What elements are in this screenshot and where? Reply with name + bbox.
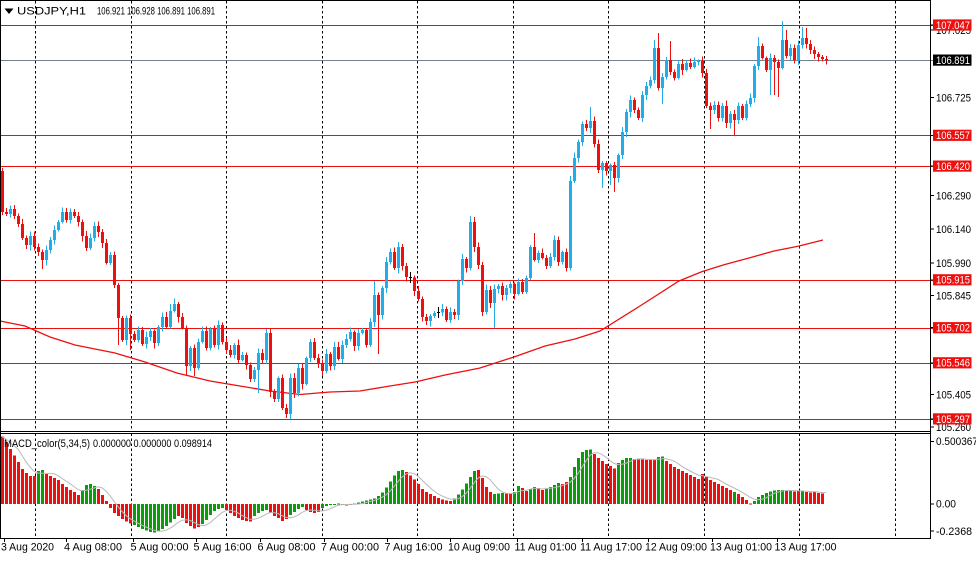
svg-text:105.702: 105.702 [936,323,970,335]
svg-text:105.990: 105.990 [936,258,971,270]
svg-text:106.140: 106.140 [936,224,971,236]
svg-text:13 Aug 17:00: 13 Aug 17:00 [775,542,837,554]
svg-text:105.546: 105.546 [936,358,970,370]
svg-text:USDJPY,H1: USDJPY,H1 [17,5,86,17]
svg-text:MACD_color(5,34,5): MACD_color(5,34,5) [4,438,90,450]
svg-text:7 Aug 00:00: 7 Aug 00:00 [321,542,379,554]
svg-text:0.500367: 0.500367 [936,436,976,448]
svg-text:0.000000 0.000000 0.098914: 0.000000 0.000000 0.098914 [93,438,212,450]
svg-text:13 Aug 01:00: 13 Aug 01:00 [710,542,772,554]
svg-text:106.891: 106.891 [936,55,970,67]
svg-text:12 Aug 09:00: 12 Aug 09:00 [645,542,707,554]
svg-text:11 Aug 17:00: 11 Aug 17:00 [580,542,642,554]
svg-text:105.845: 105.845 [936,290,971,302]
svg-text:0.00: 0.00 [936,499,956,511]
svg-text:-0.2368: -0.2368 [936,526,972,538]
svg-text:7 Aug 16:00: 7 Aug 16:00 [385,542,443,554]
svg-text:5 Aug 00:00: 5 Aug 00:00 [131,542,189,554]
svg-text:105.915: 105.915 [936,275,970,287]
svg-text:4 Aug 08:00: 4 Aug 08:00 [64,542,122,554]
svg-text:106.557: 106.557 [936,130,970,142]
svg-text:3 Aug 2020: 3 Aug 2020 [1,542,54,554]
svg-text:106.290: 106.290 [936,190,971,202]
svg-text:10 Aug 09:00: 10 Aug 09:00 [448,542,510,554]
svg-text:106.725: 106.725 [936,92,971,104]
svg-text:11 Aug 01:00: 11 Aug 01:00 [515,542,577,554]
svg-text:105.405: 105.405 [936,390,971,402]
svg-text:5 Aug 16:00: 5 Aug 16:00 [194,542,252,554]
svg-text:6 Aug 08:00: 6 Aug 08:00 [258,542,316,554]
svg-text:106.420: 106.420 [936,161,970,173]
svg-text:107.047: 107.047 [936,20,970,32]
svg-text:105.260: 105.260 [936,422,971,434]
svg-text:106.921 106.928 106.891 106.89: 106.921 106.928 106.891 106.891 [97,5,215,17]
svg-text:105.297: 105.297 [936,414,970,426]
